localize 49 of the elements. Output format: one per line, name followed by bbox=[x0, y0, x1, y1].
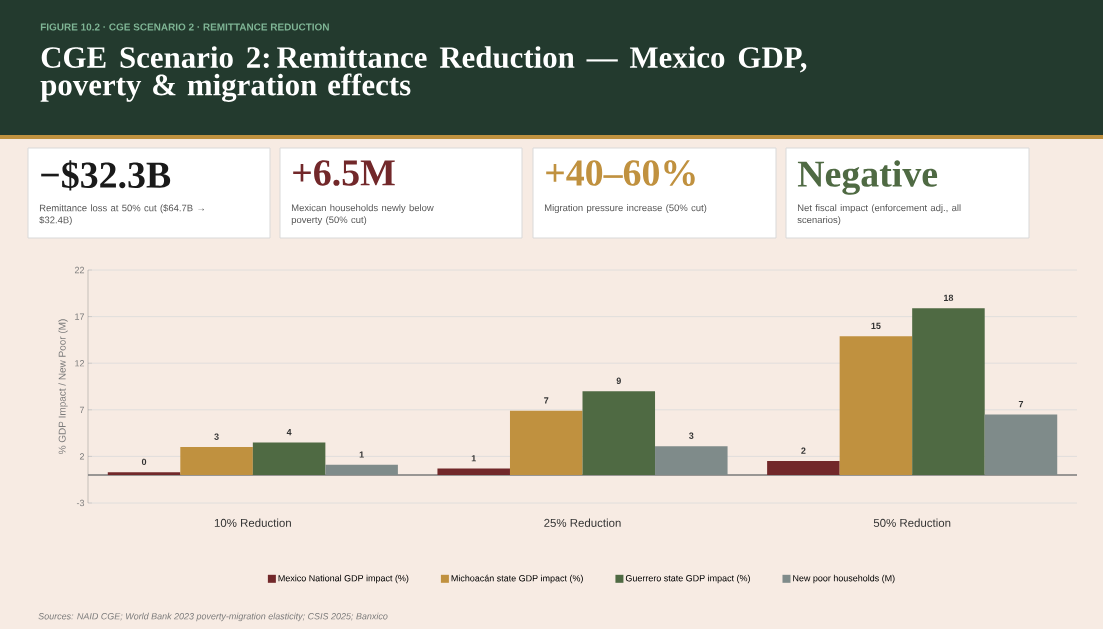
y-axis-title: % GDP Impact / New Poor (M) bbox=[58, 319, 68, 454]
data-label: 3 bbox=[214, 433, 219, 440]
text: Remittance loss at 50% cut ($64.7B → $32.4B) bbox=[39, 204, 204, 226]
y-tick-label: 22 bbox=[74, 266, 85, 274]
data-label: 4 bbox=[286, 429, 292, 436]
text: Migration pressure increase (50% cut) bbox=[544, 204, 707, 214]
chart-subtitle: FIGURE 10.2 · CGE SCENARIO 2 · REMITTANCE REDUCTION bbox=[40, 23, 329, 31]
data-label: 1 bbox=[359, 451, 364, 458]
bar bbox=[509, 410, 583, 476]
bar bbox=[912, 308, 985, 476]
legend-label: Guerrero state GDP impact (%) bbox=[625, 574, 750, 584]
x-tick-label: 10% Reduction bbox=[214, 518, 291, 527]
legend-label: New poor households (M) bbox=[793, 574, 895, 584]
data-label: 18 bbox=[944, 294, 954, 302]
text: +6.5M bbox=[293, 160, 395, 186]
y-tick-label: 12 bbox=[75, 360, 85, 367]
legend-label: Michoacán state GDP impact (%) bbox=[451, 574, 583, 584]
data-label: 0 bbox=[141, 458, 147, 466]
text: Net fiscal impact (enforcement adj., all scenarios) bbox=[797, 204, 961, 225]
data-label: 15 bbox=[871, 322, 881, 329]
chart-title: CGE Scenario 2: Remittance Reduction — Mexico GDP, poverty & migration effects bbox=[40, 46, 807, 102]
data-label: 7 bbox=[1018, 401, 1024, 408]
bar bbox=[437, 468, 510, 476]
text: +40–60% bbox=[546, 160, 695, 186]
text: −$32.3B bbox=[41, 160, 171, 191]
text: Mexican households newly below poverty (50% cut) bbox=[291, 204, 434, 225]
data-label: 3 bbox=[689, 432, 694, 439]
bar bbox=[655, 446, 728, 476]
data-label: 7 bbox=[544, 397, 549, 404]
bar bbox=[252, 442, 326, 476]
bar bbox=[767, 461, 840, 476]
data-label: 9 bbox=[616, 377, 621, 384]
text: Negative bbox=[797, 160, 938, 195]
bar bbox=[107, 472, 181, 476]
x-tick-label: 50% Reduction bbox=[873, 518, 951, 527]
bar bbox=[984, 414, 1058, 476]
source-note: Sources: NAID CGE; World Bank 2023 poverty-migration elasticity; CSIS 2025; Banxico bbox=[38, 612, 388, 622]
bar bbox=[839, 336, 913, 476]
y-tick-label: 17 bbox=[75, 313, 85, 320]
bar bbox=[325, 464, 398, 476]
bar bbox=[180, 447, 253, 476]
y-tick-label: -3 bbox=[76, 499, 85, 507]
bar bbox=[582, 391, 656, 476]
legend-label: Mexico National GDP impact (%) bbox=[278, 574, 409, 584]
y-tick-label: 7 bbox=[79, 406, 85, 413]
x-tick-label: 25% Reduction bbox=[544, 518, 621, 527]
data-label: 2 bbox=[801, 447, 806, 454]
data-label: 1 bbox=[471, 455, 476, 462]
y-tick-label: 2 bbox=[79, 453, 85, 460]
